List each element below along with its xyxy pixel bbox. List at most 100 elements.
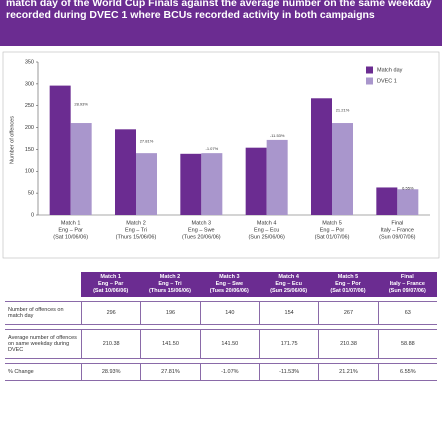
column-header: Match 1 Eng – Par (Sat 10/06/06): [81, 272, 141, 297]
legend-label: DVEC 1: [377, 78, 397, 84]
bar: [332, 123, 353, 215]
bar: [180, 153, 202, 215]
bar: [70, 123, 92, 215]
x-tick-label: Italy – France: [381, 227, 414, 233]
table-cell: 171.75: [258, 329, 319, 359]
x-tick-label: (Sat 10/06/06): [53, 234, 88, 240]
x-tick-label: Match 2: [126, 220, 146, 226]
data-table: Match 1 Eng – Par (Sat 10/06/06) Match 2 Eng…: [5, 268, 437, 385]
table-cell: 140: [199, 301, 259, 325]
y-tick-label: 300: [25, 81, 34, 87]
bar: [376, 187, 398, 215]
table-cell: 196: [140, 301, 200, 325]
table-cell: 63: [377, 301, 437, 325]
annotation: -1.07%: [205, 146, 218, 151]
annotation: 28.93%: [74, 101, 88, 106]
header-line: (Sun 09/07/06): [388, 288, 426, 294]
legend-label: Match day: [377, 67, 403, 73]
bar: [201, 153, 223, 215]
table-cell: 141.50: [140, 329, 200, 359]
header-line: Match 2: [159, 274, 181, 280]
column-header: Match 3 Eng – Swe (Tues 20/06/06): [199, 272, 259, 297]
y-tick-label: 250: [25, 103, 34, 109]
x-tick-label: Eng – Ecu: [254, 227, 279, 233]
header-line: (Sat 10/06/06): [93, 288, 129, 294]
bar: [266, 139, 288, 215]
x-tick-label: (Sat 01/07/06): [315, 234, 350, 240]
header-line: Match 1: [100, 274, 121, 280]
column-header: Match 5 Eng – Por (Sat 01/07/06): [318, 272, 378, 297]
annotation: 21.21%: [336, 108, 350, 113]
table-cell: 210.38: [318, 329, 378, 359]
column-header: Final Italy – France (Sun 09/07/06): [377, 272, 437, 297]
chart-frame: [2, 51, 440, 259]
header-line: Final: [400, 274, 414, 280]
header-line: Italy – France: [389, 281, 425, 287]
table-cell: 58.88: [377, 329, 437, 359]
x-tick-label: (Sun 25/06/06): [248, 234, 285, 240]
y-tick-label: 350: [25, 59, 34, 65]
column-header: Match 2 Eng – Tri (Thurs 15/06/06): [140, 272, 200, 297]
header-line: Eng – Par: [97, 281, 124, 287]
x-tick-label: Eng – Tri: [125, 227, 147, 233]
chart: Number of offences 0 50 100 150 200 250 300 350…: [2, 51, 440, 259]
x-tick-label: Match 5: [322, 220, 342, 226]
header-line: Eng – Ecu: [275, 281, 302, 287]
x-tick-label: Eng – Swe: [188, 227, 215, 233]
table-cell: 28.93%: [81, 363, 141, 381]
table-cell: 154: [258, 301, 319, 325]
bar: [311, 98, 332, 215]
column-header: Match 4 Eng – Ecu (Sun 25/06/06): [258, 272, 319, 297]
y-tick-label: 150: [25, 147, 34, 153]
x-tick-label: (Thurs 15/06/06): [116, 234, 157, 240]
annotation: 27.81%: [140, 138, 154, 143]
annotation: 6.55%: [402, 185, 414, 190]
legend-swatch: [366, 77, 373, 85]
table-cell: 296: [81, 301, 141, 325]
header-line: (Sat 01/07/06): [330, 288, 366, 294]
x-tick-label: Eng – Par: [58, 227, 83, 233]
bar: [245, 147, 267, 215]
header-line: Match 3: [219, 274, 240, 280]
bar: [49, 85, 71, 215]
table-row: Average number of offences on same weekd…: [5, 329, 437, 359]
chart-title: match day of the World Cup Finals agains…: [6, 0, 432, 21]
header-line: Eng – Swe: [215, 281, 244, 287]
table-row: % Change 28.93% 27.81% -1.07% -11.53% 21.21% 6…: [5, 363, 437, 381]
x-tick-label: Match 4: [257, 220, 277, 226]
x-tick-label: Match 3: [192, 220, 212, 226]
x-tick-label: (Sun 09/07/06): [379, 234, 416, 240]
legend-swatch: [366, 66, 373, 74]
title-bar: match day of the World Cup Finals agains…: [0, 0, 442, 46]
table-header: Match 1 Eng – Par (Sat 10/06/06) Match 2 Eng…: [5, 272, 437, 297]
table-cell: 27.81%: [140, 363, 200, 381]
table-cell: 141.50: [199, 329, 259, 359]
table-cell: -1.07%: [199, 363, 259, 381]
header-line: (Tues 20/06/06): [209, 288, 249, 294]
bar: [115, 129, 136, 215]
row-label: Number of offences on match day: [5, 301, 81, 325]
table-cell: -11.53%: [258, 363, 319, 381]
table-cell: 210.38: [81, 329, 141, 359]
header-line: Eng – Tri: [158, 281, 182, 287]
bar: [397, 189, 419, 215]
y-tick-label: 50: [28, 191, 34, 197]
row-label: Average number of offences on same weekd…: [5, 329, 81, 359]
x-tick-label: (Tues 20/06/06): [182, 234, 221, 240]
annotation: -11.53%: [270, 133, 285, 138]
x-tick-label: Final: [391, 220, 403, 226]
y-tick-label: 200: [25, 125, 34, 131]
y-axis-label: Number of offences: [9, 116, 15, 164]
table-cell: 6.55%: [377, 363, 437, 381]
table-row: Number of offences on match day 296 196 140…: [5, 301, 437, 325]
x-tick-label: Eng – Por: [320, 227, 345, 233]
y-tick-label: 100: [25, 169, 34, 175]
header-line: Match 5: [337, 274, 359, 280]
table-cell: 267: [318, 301, 378, 325]
row-label: % Change: [5, 363, 81, 381]
header-line: (Thurs 15/06/06): [149, 288, 191, 294]
header-line: (Sun 25/06/06): [270, 288, 308, 294]
bar: [136, 153, 157, 215]
header-line: Eng – Por: [335, 281, 361, 287]
